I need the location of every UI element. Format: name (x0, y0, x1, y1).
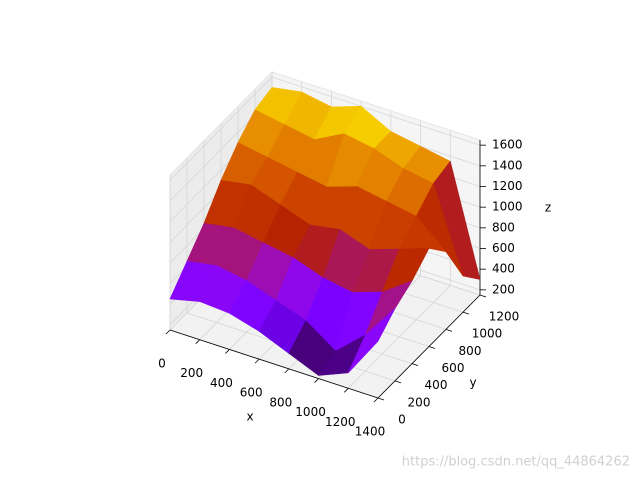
tick-mark (284, 368, 290, 374)
x-tick-label: 0 (158, 357, 166, 371)
y-tick-label: 1200 (489, 310, 520, 324)
y-tick-label: 1000 (472, 327, 503, 341)
x-axis-label: x (246, 410, 253, 424)
tick-mark (462, 311, 470, 315)
z-tick-label: 1600 (492, 138, 523, 152)
axis-line (169, 329, 379, 399)
surface-face (348, 308, 396, 374)
y-tick-label: 800 (459, 344, 482, 358)
x-tick-label: 1200 (325, 415, 356, 429)
tick-mark (394, 380, 402, 384)
z-tick-label: 600 (492, 241, 515, 255)
z-tick-label: 400 (492, 262, 515, 276)
z-tick-label: 800 (492, 220, 515, 234)
tick-mark (165, 329, 171, 335)
tick-mark (314, 378, 319, 383)
y-tick-label: 200 (408, 395, 431, 409)
z-tick-label: 1200 (492, 179, 523, 193)
y-tick-label: 0 (398, 413, 406, 427)
x-tick-label: 1400 (355, 425, 386, 439)
tick-mark (479, 294, 487, 298)
y-tick-label: 400 (425, 378, 448, 392)
tick-mark (411, 363, 419, 367)
tick-mark (344, 388, 349, 393)
axis-line (377, 294, 481, 399)
x-tick-label: 600 (240, 386, 263, 400)
tick-mark (254, 358, 260, 364)
tick-mark (377, 397, 385, 401)
y-axis-label: y (469, 376, 476, 390)
watermark: https://blog.csdn.net/qq_44864262 (402, 455, 630, 470)
z-tick-label: 200 (492, 282, 515, 296)
tick-mark (195, 339, 200, 344)
z-tick-label: 1400 (492, 158, 523, 172)
x-tick-label: 800 (269, 395, 292, 409)
tick-mark (373, 397, 379, 403)
tick-mark (225, 349, 230, 354)
z-axis-label: z (545, 201, 551, 215)
tick-mark (445, 328, 453, 332)
x-tick-label: 1000 (295, 405, 326, 419)
grid-line (271, 76, 481, 146)
z-tick-label: 1000 (492, 200, 523, 214)
y-tick-label: 600 (442, 361, 465, 375)
x-tick-label: 200 (180, 366, 203, 380)
x-tick-label: 400 (210, 376, 233, 390)
tick-mark (428, 346, 436, 349)
grid-line (169, 76, 273, 181)
